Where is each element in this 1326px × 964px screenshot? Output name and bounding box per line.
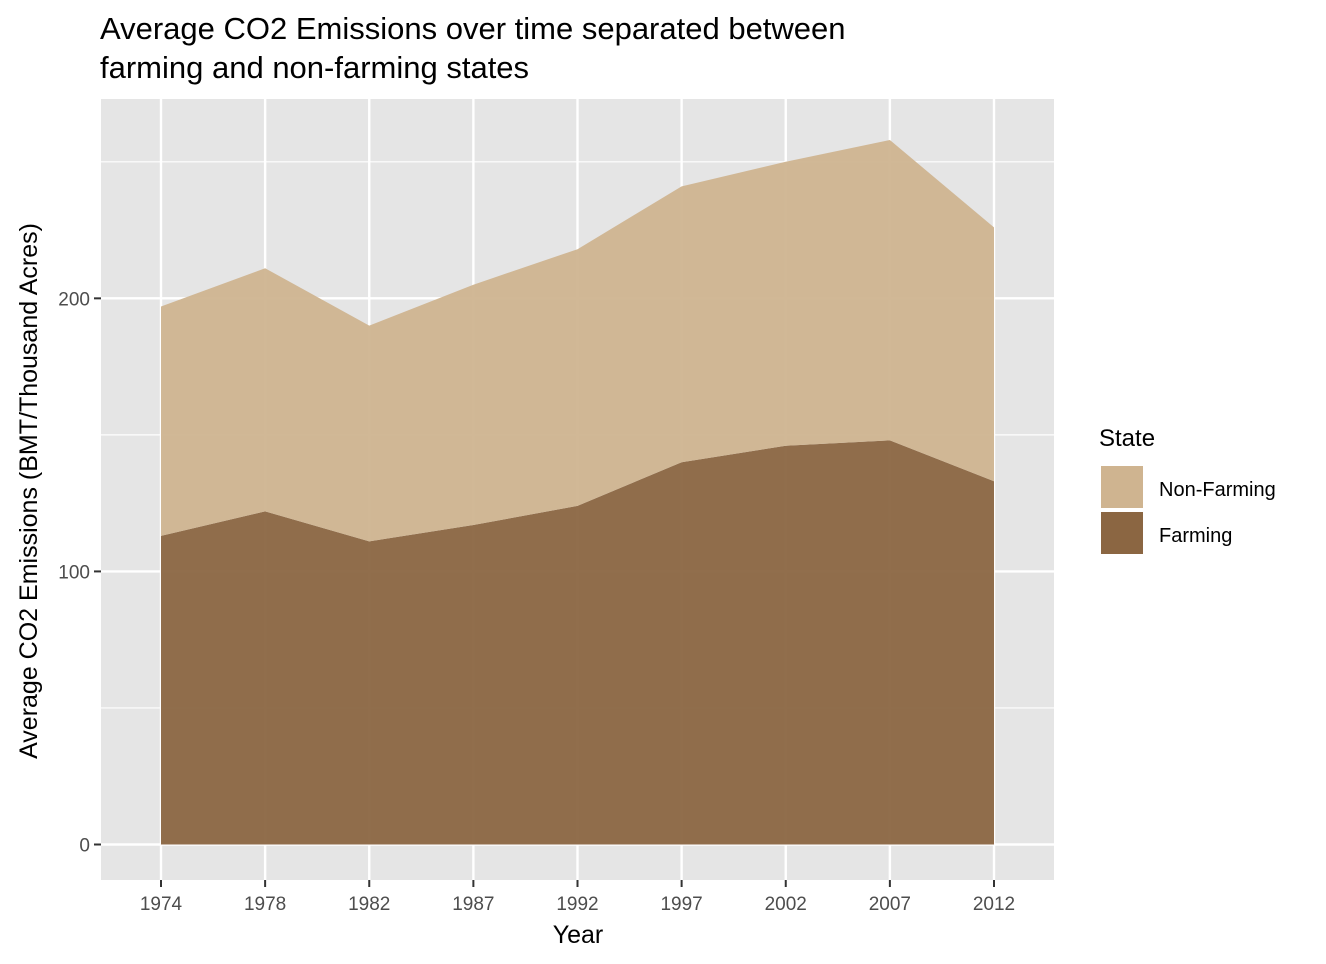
x-axis-title: Year (553, 921, 604, 949)
legend-label-non-farming: Non-Farming (1159, 479, 1276, 501)
x-tick-label: 1982 (348, 894, 390, 915)
legend-label-farming: Farming (1159, 525, 1232, 547)
legend-swatch-non-farming (1099, 464, 1145, 510)
x-axis: 1974 1978 1982 1987 1992 1997 2002 2007 2012 (140, 880, 1015, 915)
area-non-farming (161, 139, 994, 542)
legend-swatch-farming (1099, 510, 1145, 556)
x-tick-label: 2007 (869, 894, 911, 915)
y-tick-label: 100 (58, 562, 90, 583)
y-axis-title: Average CO2 Emissions (BMT/Thousand Acre… (15, 223, 43, 759)
legend-title: State (1099, 425, 1155, 452)
x-tick-label: 2002 (765, 894, 807, 915)
x-tick-label: 1987 (452, 894, 494, 915)
x-tick-label: 1978 (244, 894, 286, 915)
area-series (161, 139, 994, 845)
y-tick-label: 0 (79, 836, 90, 857)
x-tick-label: 1992 (556, 894, 598, 915)
chart-title-line-1: Average CO2 Emissions over time separate… (100, 11, 846, 46)
x-tick-label: 1974 (140, 894, 183, 915)
legend: State Non-Farming Farming (1099, 425, 1276, 556)
chart-title-line-2: farming and non-farming states (100, 50, 529, 85)
x-tick-label: 2012 (973, 894, 1015, 915)
y-axis: 0 100 200 (58, 289, 101, 857)
y-tick-label: 200 (58, 289, 90, 310)
x-tick-label: 1997 (660, 894, 702, 915)
